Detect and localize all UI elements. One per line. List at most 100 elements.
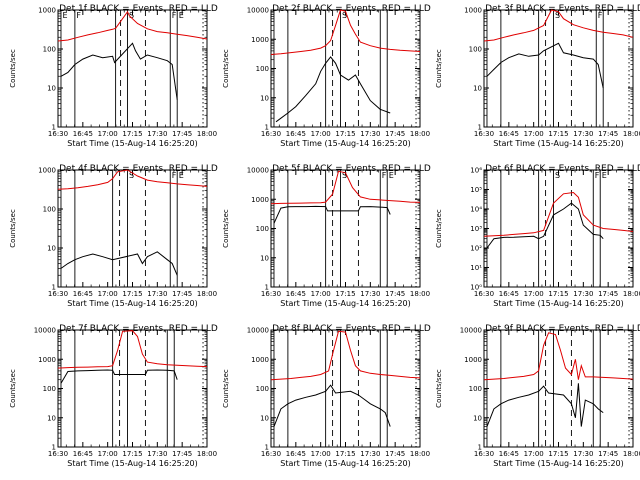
y-tick-label: 1000	[464, 356, 482, 364]
y-tick-label: 1000	[251, 36, 269, 44]
x-axis-label: Start Time (15-Aug-14 16:25:20)	[280, 139, 411, 148]
y-tick-label: 10000	[460, 327, 482, 335]
chart-title: Det 8f BLACK = Events, RED = LLD	[272, 324, 431, 334]
x-tick-label: 16:30	[474, 290, 494, 298]
time-marker-label: F	[382, 171, 387, 180]
y-tick-label: 100	[256, 65, 269, 73]
x-tick-label: 18:00	[623, 130, 640, 138]
chart-panel-5: Det 5f BLACK = Events, RED = LLD 1 10 100 10…	[222, 164, 431, 308]
x-tick-label: 17:15	[335, 130, 355, 138]
y-tick-label: 10⁶	[470, 167, 482, 175]
time-marker-label: S	[129, 171, 134, 180]
chart-panel-1: Det 1f BLACK = Events, RED = LLD 1 10 100 10…	[9, 4, 218, 148]
x-axis-label: Start Time (15-Aug-14 16:25:20)	[493, 139, 624, 148]
x-tick-label: 17:30	[360, 290, 380, 298]
y-tick-label: 10⁰	[470, 284, 482, 292]
x-tick-label: 17:15	[335, 450, 355, 458]
events-series-line	[486, 42, 604, 89]
x-tick-label: 16:30	[48, 130, 68, 138]
y-tick-label: 10³	[470, 225, 482, 233]
x-tick-label: 16:30	[48, 290, 68, 298]
y-axis-label: Counts/sec	[435, 49, 443, 88]
chart-title: Det 1f BLACK = Events, RED = LLD	[59, 4, 218, 14]
x-tick-label: 17:30	[573, 290, 593, 298]
y-axis-label: Counts/sec	[9, 209, 17, 248]
x-tick-label: 18:00	[623, 290, 640, 298]
x-tick-label: 17:15	[122, 450, 142, 458]
y-tick-label: 10000	[34, 327, 56, 335]
x-axis-label: Start Time (15-Aug-14 16:25:20)	[67, 139, 198, 148]
x-tick-label: 16:45	[73, 290, 93, 298]
y-tick-label: 10000	[247, 7, 269, 15]
y-tick-label: 10	[260, 254, 269, 262]
time-marker-label: F	[598, 11, 603, 20]
time-marker-label: F	[76, 11, 81, 20]
time-marker-label: E	[179, 171, 184, 180]
x-tick-label: 16:45	[499, 290, 519, 298]
chart-panel-9: Det 9f BLACK = Events, RED = LLD 1 10 100 10…	[435, 324, 640, 468]
x-tick-label: 17:00	[311, 290, 331, 298]
x-tick-label: 16:45	[73, 130, 93, 138]
time-marker-label: S	[342, 171, 347, 180]
x-tick-label: 17:45	[172, 450, 192, 458]
x-tick-label: 16:30	[48, 450, 68, 458]
x-tick-label: 17:00	[98, 290, 118, 298]
time-marker-label: F	[172, 11, 177, 20]
x-tick-label: 17:45	[598, 450, 618, 458]
x-tick-label: 17:15	[548, 290, 568, 298]
y-tick-label: 1	[52, 444, 56, 452]
x-tick-label: 16:30	[261, 290, 281, 298]
x-tick-label: 17:30	[147, 130, 167, 138]
y-tick-label: 1000	[251, 356, 269, 364]
x-tick-label: 18:00	[410, 290, 430, 298]
y-tick-label: 100	[256, 385, 269, 393]
x-tick-label: 17:30	[573, 450, 593, 458]
x-tick-label: 16:30	[474, 450, 494, 458]
y-tick-label: 1	[478, 124, 482, 132]
lld-series-line	[57, 10, 208, 42]
plot-frame	[270, 169, 421, 288]
x-tick-label: 18:00	[410, 130, 430, 138]
chart-panel-7: Det 7f BLACK = Events, RED = LLD 1 10 100 10…	[9, 324, 218, 468]
plot-frame	[57, 329, 208, 448]
time-marker-label: S	[342, 11, 347, 20]
x-tick-label: 18:00	[197, 130, 217, 138]
time-marker-label: S	[555, 11, 560, 20]
y-tick-label: 1	[265, 284, 269, 292]
x-tick-label: 17:45	[385, 290, 405, 298]
time-marker-label: E	[179, 11, 184, 20]
x-tick-label: 17:00	[524, 450, 544, 458]
x-tick-label: 16:30	[261, 450, 281, 458]
y-tick-label: 10¹	[470, 264, 482, 272]
chart-title: Det 7f BLACK = Events, RED = LLD	[59, 324, 218, 334]
x-tick-label: 17:45	[385, 130, 405, 138]
x-tick-label: 17:45	[172, 130, 192, 138]
time-marker-label: S	[555, 171, 560, 180]
x-tick-label: 16:45	[499, 450, 519, 458]
y-tick-label: 1	[52, 284, 56, 292]
x-tick-label: 17:00	[524, 130, 544, 138]
x-tick-label: 16:45	[499, 130, 519, 138]
y-tick-label: 100	[43, 206, 56, 214]
lld-series-line	[270, 9, 421, 55]
y-tick-label: 1	[52, 124, 56, 132]
chart-panel-8: Det 8f BLACK = Events, RED = LLD 1 10 100 10…	[222, 324, 431, 468]
x-axis-label: Start Time (15-Aug-14 16:25:20)	[493, 459, 624, 468]
y-axis-label: Counts/sec	[222, 369, 230, 408]
x-tick-label: 17:00	[311, 450, 331, 458]
y-tick-label: 100	[43, 385, 56, 393]
x-axis-label: Start Time (15-Aug-14 16:25:20)	[67, 459, 198, 468]
chart-title: Det 2f BLACK = Events, RED = LLD	[272, 4, 431, 14]
time-marker-label: E	[389, 171, 394, 180]
y-tick-label: 10	[473, 85, 482, 93]
y-tick-label: 100	[256, 225, 269, 233]
time-marker-label: E	[62, 11, 67, 20]
x-tick-label: 17:30	[573, 130, 593, 138]
x-tick-label: 16:30	[261, 130, 281, 138]
x-tick-label: 17:00	[311, 130, 331, 138]
x-tick-label: 16:45	[286, 130, 306, 138]
lld-series-line	[57, 169, 208, 190]
chart-title: Det 3f BLACK = Events, RED = LLD	[485, 4, 640, 14]
x-tick-label: 17:15	[122, 290, 142, 298]
